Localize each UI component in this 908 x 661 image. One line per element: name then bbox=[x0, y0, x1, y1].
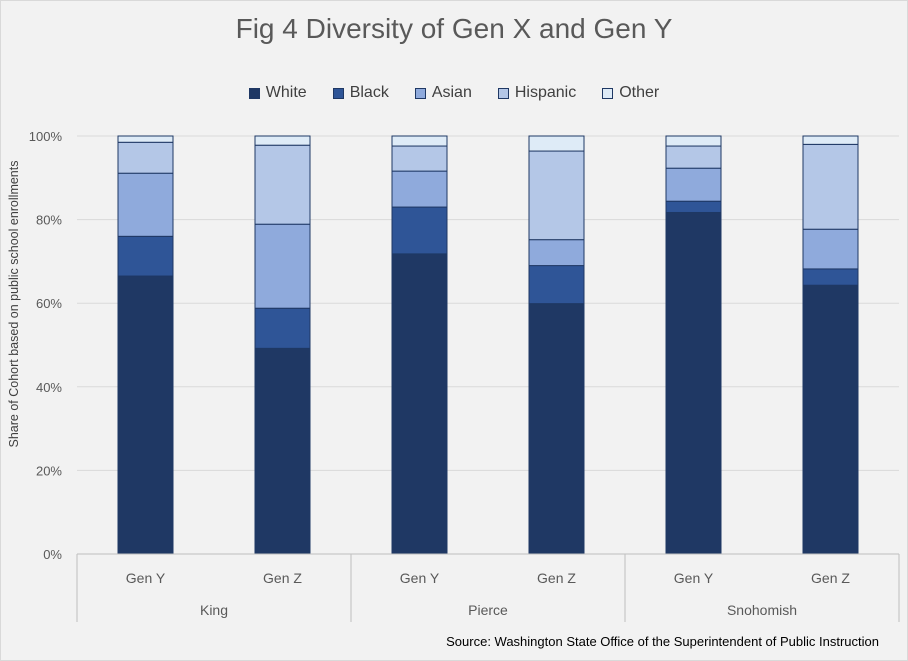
bar-segment-white bbox=[528, 303, 585, 555]
x-tick-label: Gen Z bbox=[263, 570, 302, 586]
bar-segment-asian bbox=[391, 170, 448, 208]
x-tick-label: Gen Y bbox=[126, 570, 166, 586]
y-tick-label: 80% bbox=[36, 213, 62, 228]
bar-segment-white bbox=[117, 275, 174, 555]
x-tick-label: Gen Z bbox=[537, 570, 576, 586]
legend-label-hispanic: Hispanic bbox=[514, 84, 577, 101]
bar-segment-black bbox=[665, 200, 722, 213]
bar-segment-hispanic bbox=[391, 145, 448, 172]
source-note: Source: Washington State Office of the S… bbox=[446, 634, 879, 649]
legend-label-asian: Asian bbox=[431, 84, 472, 101]
y-tick-label: 40% bbox=[36, 380, 62, 395]
bar-segment-other bbox=[254, 135, 311, 146]
bar-segment-white bbox=[665, 211, 722, 555]
legend-label-white: White bbox=[265, 84, 307, 101]
legend-item-black: Black bbox=[332, 84, 389, 102]
bar-segment-black bbox=[391, 206, 448, 255]
legend-item-other: Other bbox=[602, 84, 659, 102]
x-tick-label: Gen Y bbox=[674, 570, 714, 586]
bar-segment-other bbox=[117, 135, 174, 143]
bar-segment-hispanic bbox=[117, 141, 174, 174]
bar-segment-other bbox=[391, 135, 448, 147]
bar-segment-hispanic bbox=[802, 143, 859, 230]
legend-item-white: White bbox=[248, 84, 307, 102]
x-tick-label: Gen Y bbox=[400, 570, 440, 586]
chart-title: Fig 4 Diversity of Gen X and Gen Y bbox=[235, 13, 673, 44]
bar-segment-black bbox=[254, 307, 311, 349]
bar-segment-white bbox=[802, 284, 859, 555]
legend-swatch-hispanic bbox=[497, 87, 509, 99]
bar-segment-black bbox=[802, 268, 859, 286]
bar-segment-white bbox=[254, 347, 311, 555]
legend-swatch-white bbox=[248, 87, 260, 99]
x-tick-label: Gen Z bbox=[811, 570, 850, 586]
y-tick-label: 100% bbox=[29, 129, 63, 144]
legend-swatch-other bbox=[602, 87, 614, 99]
group-label: King bbox=[200, 602, 228, 618]
bar-segment-other bbox=[802, 135, 859, 145]
y-tick-label: 0% bbox=[43, 547, 62, 562]
bar-segment-black bbox=[117, 235, 174, 277]
y-tick-label: 20% bbox=[36, 463, 62, 478]
bar-segment-other bbox=[665, 135, 722, 147]
bar-segment-hispanic bbox=[665, 145, 722, 169]
bar-segment-asian bbox=[117, 172, 174, 237]
bar-segment-hispanic bbox=[254, 144, 311, 225]
legend-item-hispanic: Hispanic bbox=[497, 84, 577, 102]
legend-label-black: Black bbox=[349, 84, 389, 101]
bar-segment-white bbox=[391, 253, 448, 555]
group-label: Pierce bbox=[468, 602, 508, 618]
legend: White Black Asian Hispanic Other bbox=[1, 84, 907, 102]
y-tick-label: 60% bbox=[36, 296, 62, 311]
bar-segment-black bbox=[528, 265, 585, 305]
bar-segment-hispanic bbox=[528, 150, 585, 241]
legend-item-asian: Asian bbox=[414, 84, 472, 102]
bar-segment-other bbox=[528, 135, 585, 152]
bar-segment-asian bbox=[254, 223, 311, 309]
legend-swatch-black bbox=[332, 87, 344, 99]
bar-segment-asian bbox=[528, 239, 585, 267]
group-label: Snohomish bbox=[727, 602, 797, 618]
legend-label-other: Other bbox=[619, 84, 660, 101]
bar-segment-asian bbox=[665, 167, 722, 202]
bar-segment-asian bbox=[802, 228, 859, 270]
legend-swatch-asian bbox=[414, 87, 426, 99]
